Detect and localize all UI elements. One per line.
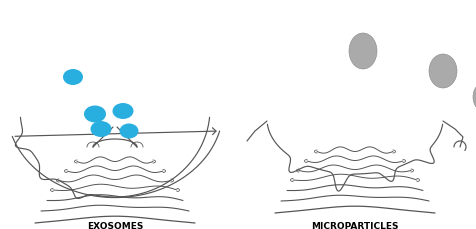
Ellipse shape [429, 55, 457, 89]
Ellipse shape [119, 124, 139, 139]
Ellipse shape [112, 104, 133, 120]
Ellipse shape [63, 70, 83, 86]
Ellipse shape [90, 121, 111, 137]
Ellipse shape [349, 34, 377, 70]
Ellipse shape [84, 106, 106, 123]
Ellipse shape [473, 83, 476, 112]
Text: EXOSOMES: EXOSOMES [87, 221, 143, 229]
Text: MICROPARTICLES: MICROPARTICLES [311, 221, 399, 229]
